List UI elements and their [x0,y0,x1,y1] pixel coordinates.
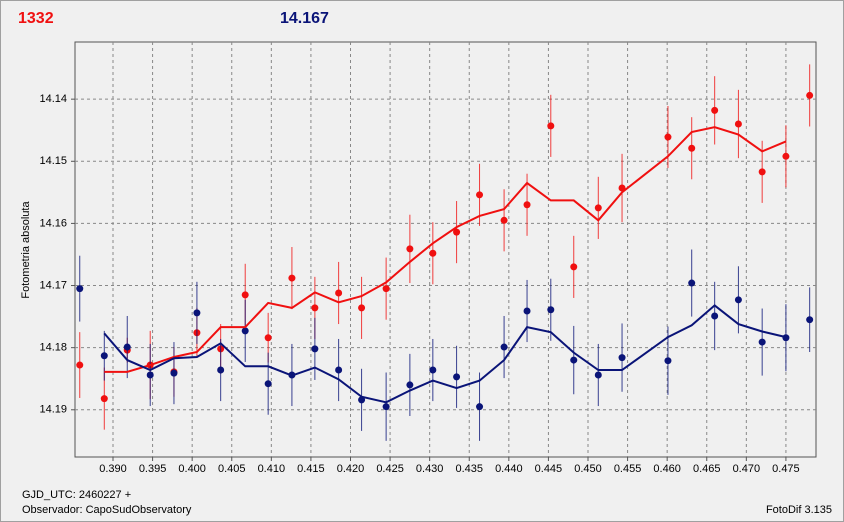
data-point [476,403,484,411]
data-point [217,366,225,374]
data-point [453,373,461,381]
data-point [288,274,296,282]
y-tick-label: 14.18 [39,342,67,354]
data-point [76,361,84,369]
data-point [806,316,814,324]
data-point [758,168,766,176]
footer-observer: Observador: CapoSudObservatory [22,504,192,516]
data-point [734,120,742,128]
x-tick-label: 0.470 [733,463,761,475]
data-point [688,279,696,287]
data-point [523,201,531,209]
plot-area [74,41,817,458]
data-point [688,144,696,152]
x-tick-label: 0.440 [495,463,523,475]
footer-date: GJD_UTC: 2460227 + [22,489,131,501]
data-point [335,289,343,297]
data-point [453,228,461,236]
data-point [570,356,578,364]
y-tick-label: 14.19 [39,404,67,416]
x-tick-label: 0.400 [178,463,206,475]
data-point [500,216,508,224]
data-point [264,334,272,342]
data-point [241,291,249,299]
data-point [570,263,578,271]
data-point [76,285,84,293]
footer-software: FotoDif 3.135 [766,504,832,516]
average-line [103,304,787,404]
data-point [711,106,719,114]
y-axis-label: Fotometria absoluta [20,201,32,299]
x-tick-label: 0.410 [258,463,286,475]
x-tick-label: 0.445 [535,463,563,475]
x-tick-label: 0.475 [772,463,800,475]
data-point [547,122,555,130]
data-point [100,395,108,403]
y-tick-label: 14.16 [39,217,67,229]
data-point [123,343,131,351]
data-point [664,133,672,141]
data-point [782,152,790,160]
data-point [664,357,672,365]
data-point [806,91,814,99]
x-tick-label: 0.395 [139,463,167,475]
x-tick-label: 0.425 [376,463,404,475]
data-point [500,343,508,351]
data-point [170,369,178,377]
x-tick-label: 0.420 [337,463,365,475]
data-point [711,312,719,320]
data-point [311,345,319,353]
x-tick-label: 0.460 [653,463,681,475]
data-point [241,327,249,335]
data-point [100,352,108,360]
x-tick-label: 0.450 [574,463,602,475]
data-point [335,366,343,374]
data-point [523,307,531,315]
data-point [382,403,390,411]
data-point [193,309,201,317]
data-point [429,249,437,257]
data-point [782,334,790,342]
data-point [594,371,602,379]
data-point [406,381,414,389]
data-point [734,296,742,304]
data-point [476,191,484,199]
data-point [406,245,414,253]
data-point [594,204,602,212]
data-point [311,304,319,312]
y-tick-label: 14.15 [39,155,67,167]
legend-label: 1332 [18,10,54,27]
x-tick-label: 0.465 [693,463,721,475]
average-line [104,126,787,373]
data-point [429,366,437,374]
y-tick-label: 14.17 [39,279,67,291]
x-tick-label: 0.390 [99,463,127,475]
data-point [146,371,154,379]
data-point [382,285,390,293]
data-point [264,380,272,388]
x-tick-label: 0.455 [614,463,642,475]
data-point [618,354,626,362]
x-tick-label: 0.435 [455,463,483,475]
data-point [547,306,555,314]
x-tick-label: 0.430 [416,463,444,475]
data-point [758,338,766,346]
y-tick-label: 14.14 [39,93,67,105]
x-tick-label: 0.405 [218,463,246,475]
legend-label: 14.167 [280,10,329,27]
data-point [358,304,366,312]
x-tick-label: 0.415 [297,463,325,475]
